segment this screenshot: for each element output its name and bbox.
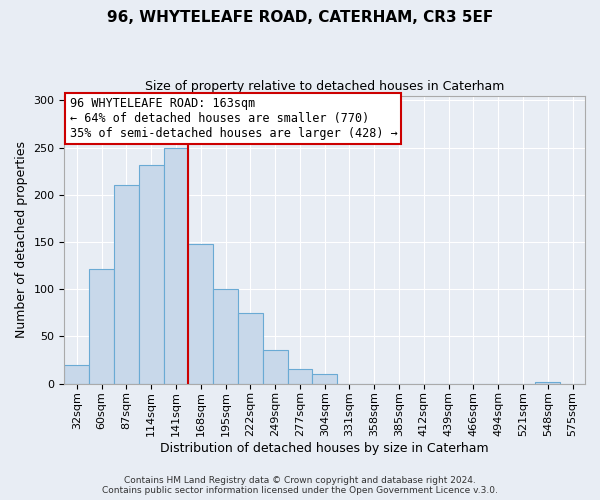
Bar — [164, 148, 188, 384]
Bar — [64, 365, 89, 384]
Bar — [114, 186, 139, 384]
Text: 96, WHYTELEAFE ROAD, CATERHAM, CR3 5EF: 96, WHYTELEAFE ROAD, CATERHAM, CR3 5EF — [107, 10, 493, 25]
Y-axis label: Number of detached properties: Number of detached properties — [15, 141, 28, 338]
Bar — [238, 313, 263, 384]
Bar — [535, 382, 560, 384]
Text: 96 WHYTELEAFE ROAD: 163sqm
← 64% of detached houses are smaller (770)
35% of sem: 96 WHYTELEAFE ROAD: 163sqm ← 64% of deta… — [70, 97, 397, 140]
Bar — [287, 368, 313, 384]
X-axis label: Distribution of detached houses by size in Caterham: Distribution of detached houses by size … — [160, 442, 489, 455]
Text: Contains HM Land Registry data © Crown copyright and database right 2024.
Contai: Contains HM Land Registry data © Crown c… — [102, 476, 498, 495]
Title: Size of property relative to detached houses in Caterham: Size of property relative to detached ho… — [145, 80, 505, 93]
Bar — [139, 164, 164, 384]
Bar — [213, 289, 238, 384]
Bar — [188, 244, 213, 384]
Bar — [263, 350, 287, 384]
Bar — [89, 270, 114, 384]
Bar — [313, 374, 337, 384]
